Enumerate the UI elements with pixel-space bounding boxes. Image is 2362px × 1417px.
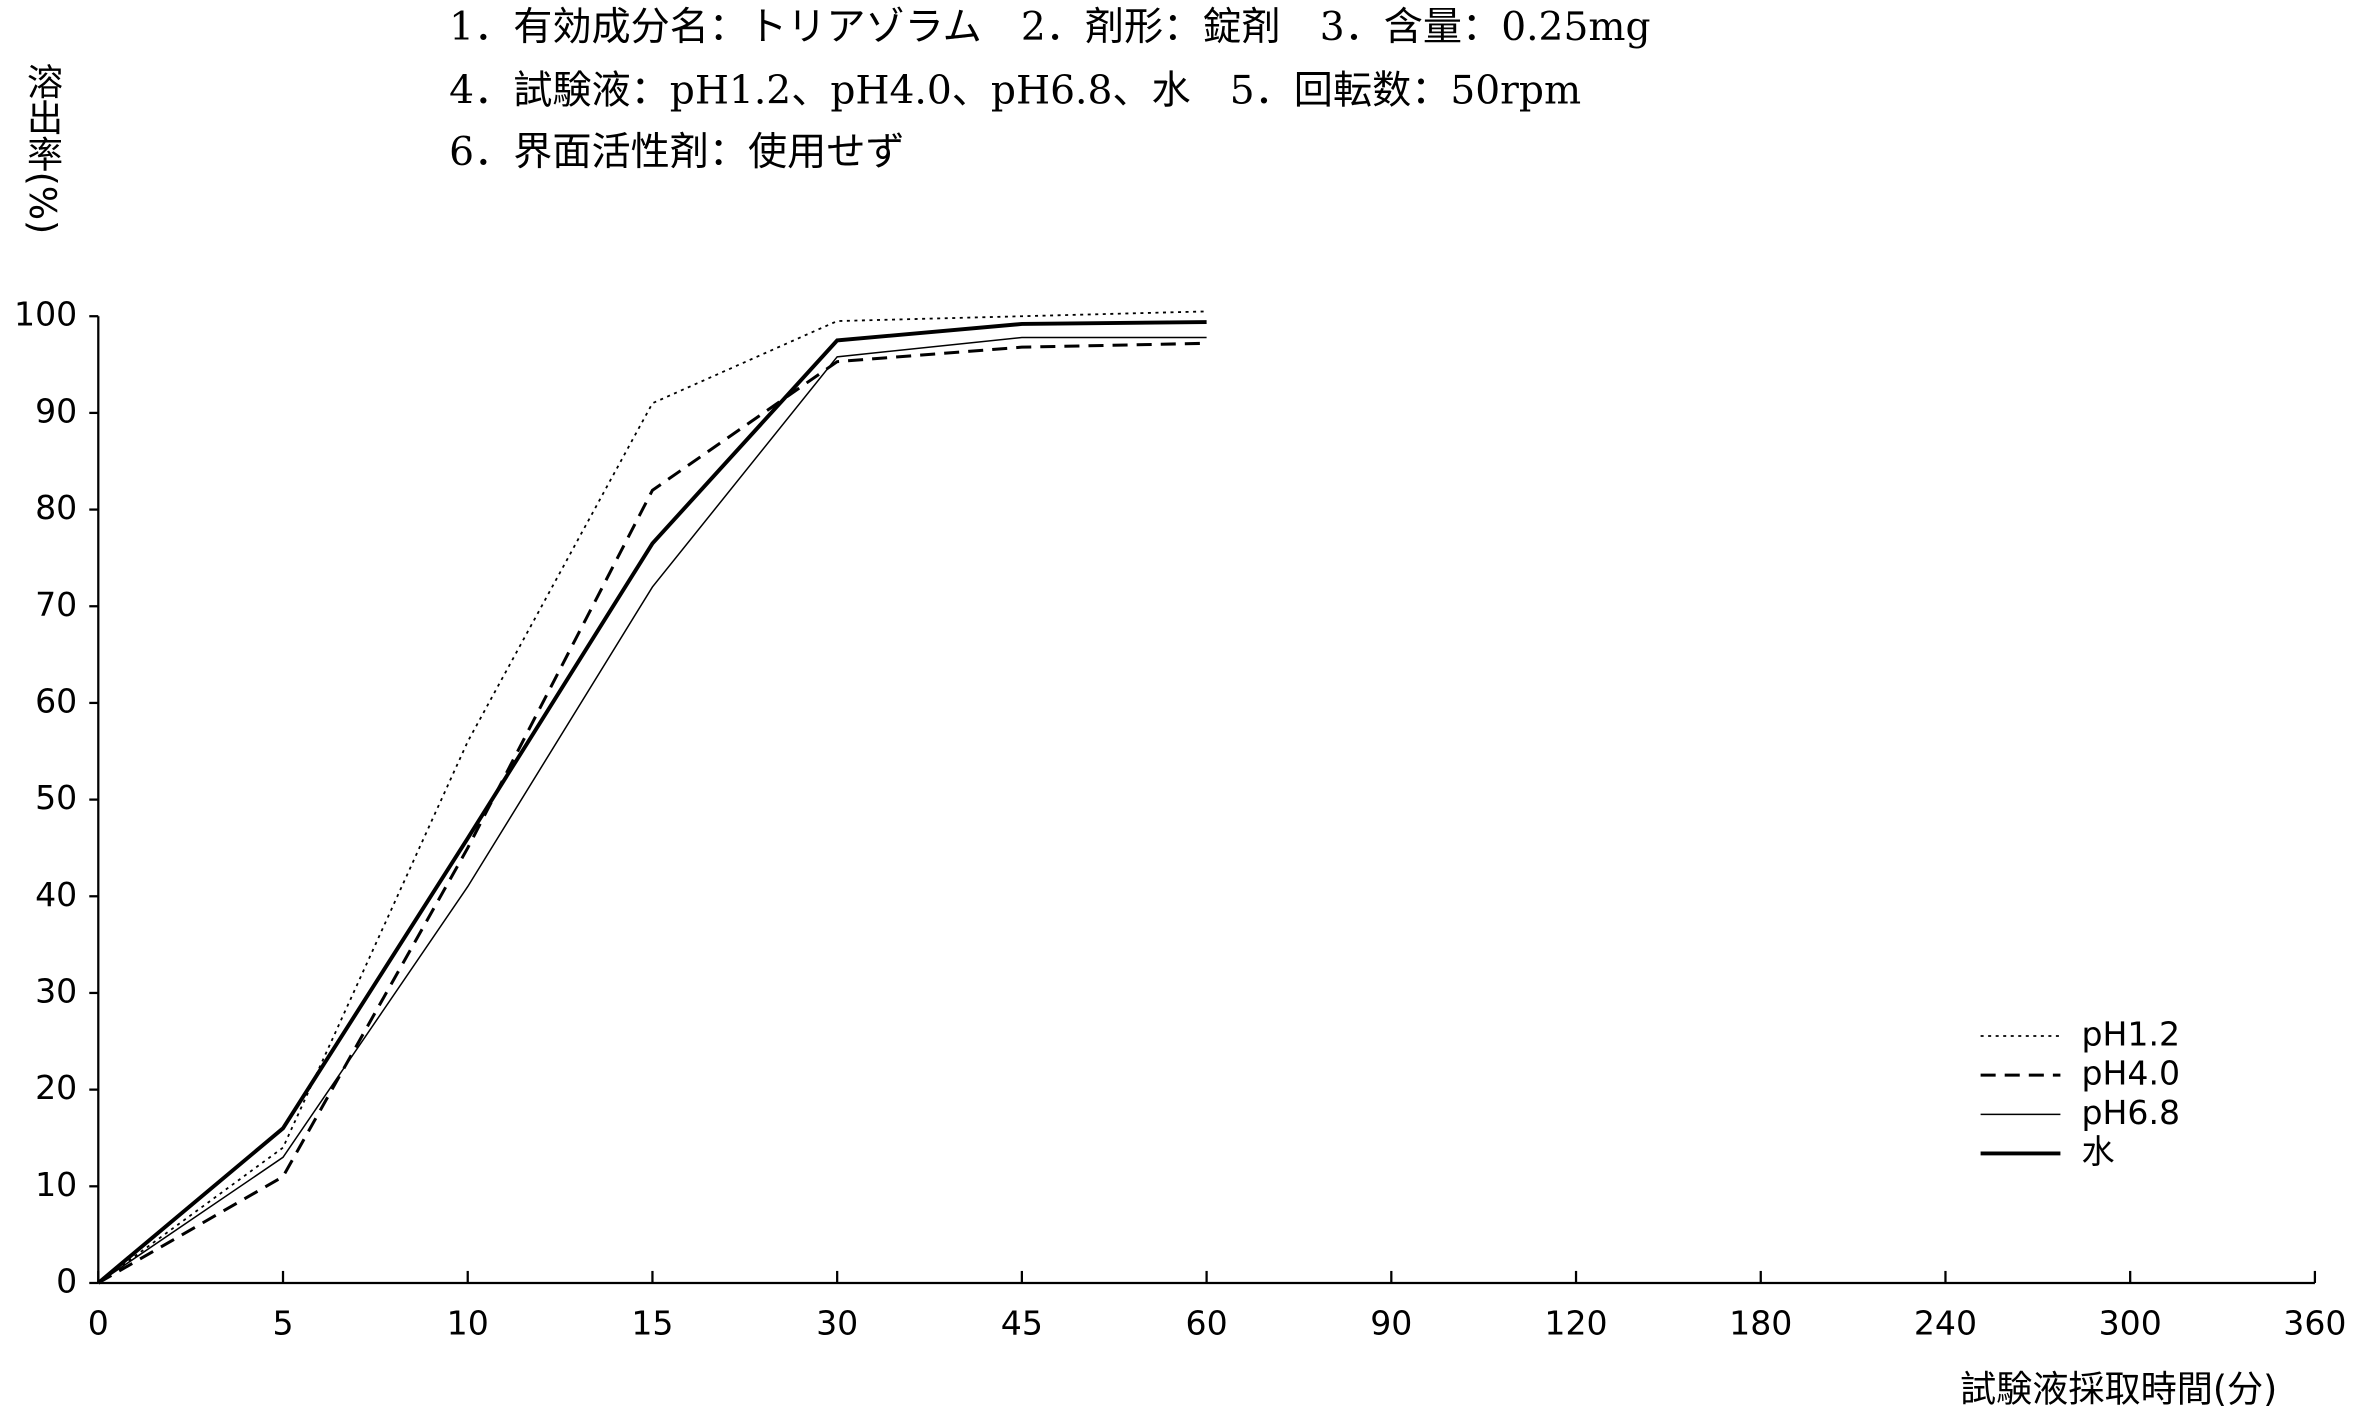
y-tick-label: 50	[35, 778, 77, 817]
y-tick-label: 60	[35, 681, 77, 720]
title-line: 4．試験液：pH1.2、pH4.0、pH6.8、水 5．回転数：50rpm	[449, 68, 1581, 113]
title-line: 6．界面活性剤：使用せず	[449, 130, 904, 175]
legend-label: pH4.0	[2081, 1054, 2180, 1093]
legend-label: pH6.8	[2081, 1093, 2180, 1132]
x-tick-label: 240	[1914, 1304, 1977, 1343]
y-tick-label: 70	[35, 585, 77, 624]
title-line: 1．有効成分名：トリアゾラム 2．剤形：錠剤 3．含量：0.25mg	[449, 5, 1650, 50]
y-axis-label: 溶出率(%)	[21, 63, 64, 234]
y-tick-label: 20	[35, 1068, 77, 1107]
x-axis-label: 試験液採取時間(分)	[1960, 1367, 2277, 1410]
series-line	[97, 336, 1207, 1284]
y-tick-label: 10	[35, 1165, 77, 1204]
y-tick-label: 30	[35, 971, 77, 1010]
x-tick-label: 120	[1544, 1304, 1607, 1343]
series-line	[97, 341, 1207, 1285]
y-tick-label: 0	[56, 1261, 77, 1300]
legend-label: pH1.2	[2081, 1015, 2180, 1054]
x-tick-label: 0	[88, 1304, 109, 1343]
x-tick-label: 15	[631, 1304, 673, 1343]
x-tick-label: 45	[1001, 1304, 1043, 1343]
legend-label: 水	[2081, 1132, 2114, 1171]
y-tick-label: 90	[35, 391, 77, 430]
x-tick-label: 60	[1186, 1304, 1228, 1343]
y-tick-label: 100	[14, 295, 77, 334]
x-tick-label: 90	[1370, 1304, 1412, 1343]
series-line	[97, 320, 1207, 1285]
x-tick-label: 30	[816, 1304, 858, 1343]
x-tick-label: 10	[447, 1304, 489, 1343]
y-tick-label: 80	[35, 488, 77, 527]
x-tick-label: 180	[1729, 1304, 1792, 1343]
series-line	[97, 310, 1207, 1284]
x-tick-label: 5	[272, 1304, 293, 1343]
x-tick-label: 300	[2099, 1304, 2162, 1343]
x-tick-label: 360	[2283, 1304, 2346, 1343]
y-tick-label: 40	[35, 875, 77, 914]
